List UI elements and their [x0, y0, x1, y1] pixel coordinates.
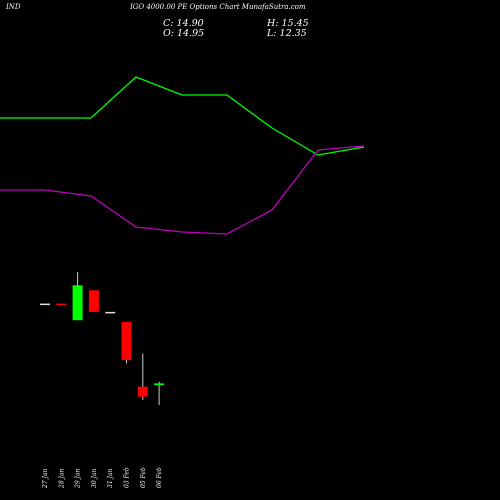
x-tick-label: 29 Jan	[75, 468, 82, 489]
x-tick-label: 28 Jan	[58, 468, 65, 489]
symbol-label: IND	[6, 3, 21, 11]
chart-title: IGO 4000.00 PE Options Chart MunafaSutra…	[130, 3, 306, 11]
candle-body	[121, 321, 132, 361]
x-tick-label: 03 Feb	[124, 467, 131, 488]
x-tick-label: 31 Jan	[107, 468, 114, 488]
candle-body	[154, 383, 165, 386]
candle-body	[105, 311, 116, 314]
magenta-series-line	[0, 145, 365, 235]
high-value: H: 15.45	[267, 18, 309, 29]
candle-body	[40, 303, 50, 306]
candle-body	[72, 285, 83, 321]
x-tick-label: 27 Jan	[42, 468, 49, 489]
x-tick-label: 30 Jan	[91, 468, 98, 488]
x-tick-label: 05 Feb	[140, 467, 147, 488]
candle-body	[88, 290, 99, 312]
low-value: L: 12.35	[267, 28, 307, 39]
candle-body	[56, 303, 67, 306]
open-value: O: 14.95	[163, 28, 205, 39]
x-tick-label: 06 Feb	[156, 467, 163, 488]
candle-body	[137, 386, 148, 397]
close-value: C: 14.90	[163, 18, 204, 29]
green-series-line	[0, 76, 365, 156]
